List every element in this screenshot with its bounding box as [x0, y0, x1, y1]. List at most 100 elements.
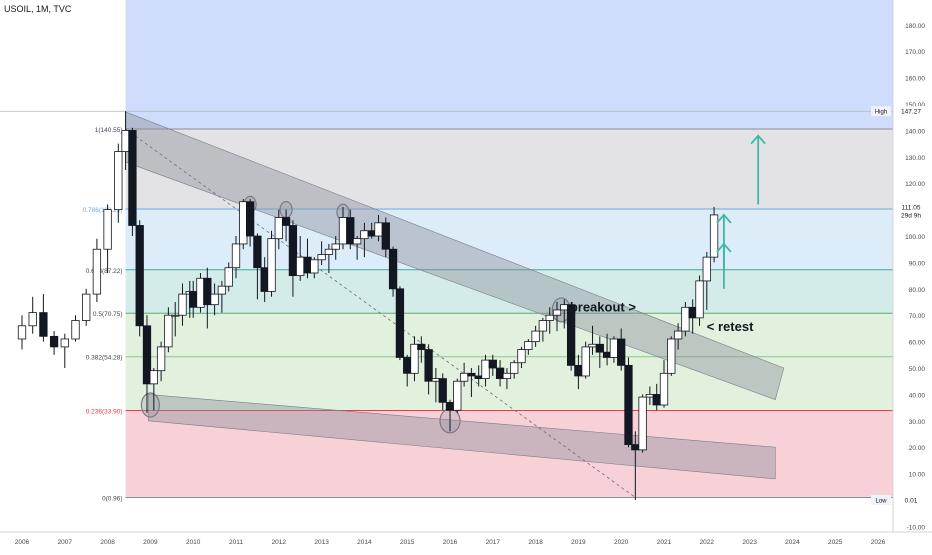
candle-body	[481, 359, 490, 379]
candle-body	[395, 288, 405, 358]
candle-body	[545, 314, 554, 321]
y-tick-label: 70.00	[909, 313, 926, 320]
fib-label: 0(0.96)	[102, 495, 123, 502]
candle-body	[538, 320, 548, 332]
candle-body	[296, 256, 305, 277]
y-tick-label: 180.00	[905, 23, 925, 30]
candle-body	[103, 209, 112, 250]
candle-body	[424, 349, 433, 382]
candle-body	[121, 130, 130, 152]
x-tick-label: 2009	[143, 539, 158, 546]
y-tick-label: 80.00	[909, 287, 926, 294]
price-tag-label: Low	[875, 499, 887, 505]
price-tag-label: High	[875, 110, 887, 116]
candle-body	[253, 235, 262, 269]
y-tick-label: 170.00	[905, 49, 925, 56]
candles	[17, 111, 719, 500]
x-tick-label: 2011	[229, 539, 243, 546]
x-tick-label: 2013	[314, 539, 329, 546]
fib-label: 0.618(87.22)	[86, 268, 123, 275]
candle-body	[645, 394, 655, 398]
price-tag-label-bg	[871, 495, 891, 505]
candle-body	[510, 362, 519, 374]
candle-body	[609, 338, 619, 358]
candle-body	[438, 378, 447, 403]
price-tag-value: 111.05	[902, 204, 921, 211]
candle-body	[281, 217, 291, 226]
price-tag-bg	[894, 495, 932, 505]
annotations: breakout > < retest	[570, 134, 766, 334]
candle-body	[381, 222, 390, 250]
candle-body	[82, 293, 91, 321]
y-tick-label: 50.00	[909, 366, 926, 373]
candle-body	[417, 343, 426, 350]
y-tick-label: 130.00	[905, 155, 925, 162]
fib-label: 0.5(70.75)	[93, 311, 123, 318]
candle-body	[531, 330, 540, 343]
fib-label: 0.382(54.28)	[86, 355, 123, 362]
candle-body	[49, 335, 59, 348]
symbol-label: USOIL, 1M, TVC	[4, 4, 72, 14]
y-tick-label: 120.00	[905, 181, 925, 188]
candle-body	[574, 364, 583, 377]
y-tick-label: 30.00	[909, 419, 926, 426]
x-tick-label: 2017	[486, 539, 501, 546]
candle-body	[410, 343, 419, 374]
candle-body	[474, 375, 483, 379]
x-tick-label: 2022	[700, 539, 715, 546]
y-tick-label: 100.00	[905, 234, 925, 241]
fib-zone	[125, 313, 894, 357]
candle-body	[17, 325, 27, 340]
candle-body	[245, 201, 255, 237]
candle-body	[517, 349, 526, 364]
candle-body	[114, 151, 123, 211]
candle-body	[581, 346, 590, 377]
x-tick-label: 2008	[100, 539, 115, 546]
fib-label: 0.236(33.90)	[86, 409, 123, 416]
candle-body	[267, 238, 276, 292]
price-tag-value: 147.27	[901, 109, 921, 116]
candle-body	[681, 306, 690, 332]
candle-body	[288, 225, 298, 277]
candle-body	[178, 293, 187, 316]
candle-body	[164, 314, 173, 348]
candle-body	[467, 372, 476, 377]
fib-label: 1(140.55)	[95, 127, 123, 134]
x-tick-label: 2010	[186, 539, 201, 546]
candle-body	[303, 256, 312, 274]
candle-body	[60, 338, 69, 348]
candle-body	[667, 338, 676, 374]
x-tick-label: 2019	[571, 539, 586, 546]
candle-body	[617, 338, 626, 366]
candle-body	[203, 277, 212, 306]
candle-body	[156, 346, 166, 372]
x-tick-label: 2016	[443, 539, 458, 546]
x-tick-label: 2014	[357, 539, 372, 546]
x-tick-label: 2006	[15, 539, 30, 546]
candle-body	[260, 267, 269, 292]
y-tick-label: 40.00	[909, 392, 926, 399]
candle-body	[28, 312, 37, 327]
candle-body	[224, 267, 233, 287]
candle-body	[595, 343, 604, 353]
candle-body	[688, 306, 697, 319]
candle-body	[495, 367, 505, 379]
candle-body	[135, 225, 144, 327]
candle-body	[196, 277, 205, 308]
y-tick-label: -10.00	[907, 524, 926, 531]
x-tick-label: 2024	[785, 539, 800, 546]
candle-body	[324, 248, 334, 255]
y-tick-label: 90.00	[909, 260, 926, 267]
y-tick-label: 140.00	[905, 128, 925, 135]
retest-annotation: < retest	[707, 319, 754, 334]
x-tick-label: 2020	[614, 539, 629, 546]
candle-body	[702, 256, 711, 282]
candle-body	[445, 401, 455, 411]
breakout-annotation: breakout >	[570, 299, 637, 314]
candle-body	[331, 243, 340, 250]
candle-body	[695, 280, 704, 319]
candle-body	[488, 359, 497, 369]
